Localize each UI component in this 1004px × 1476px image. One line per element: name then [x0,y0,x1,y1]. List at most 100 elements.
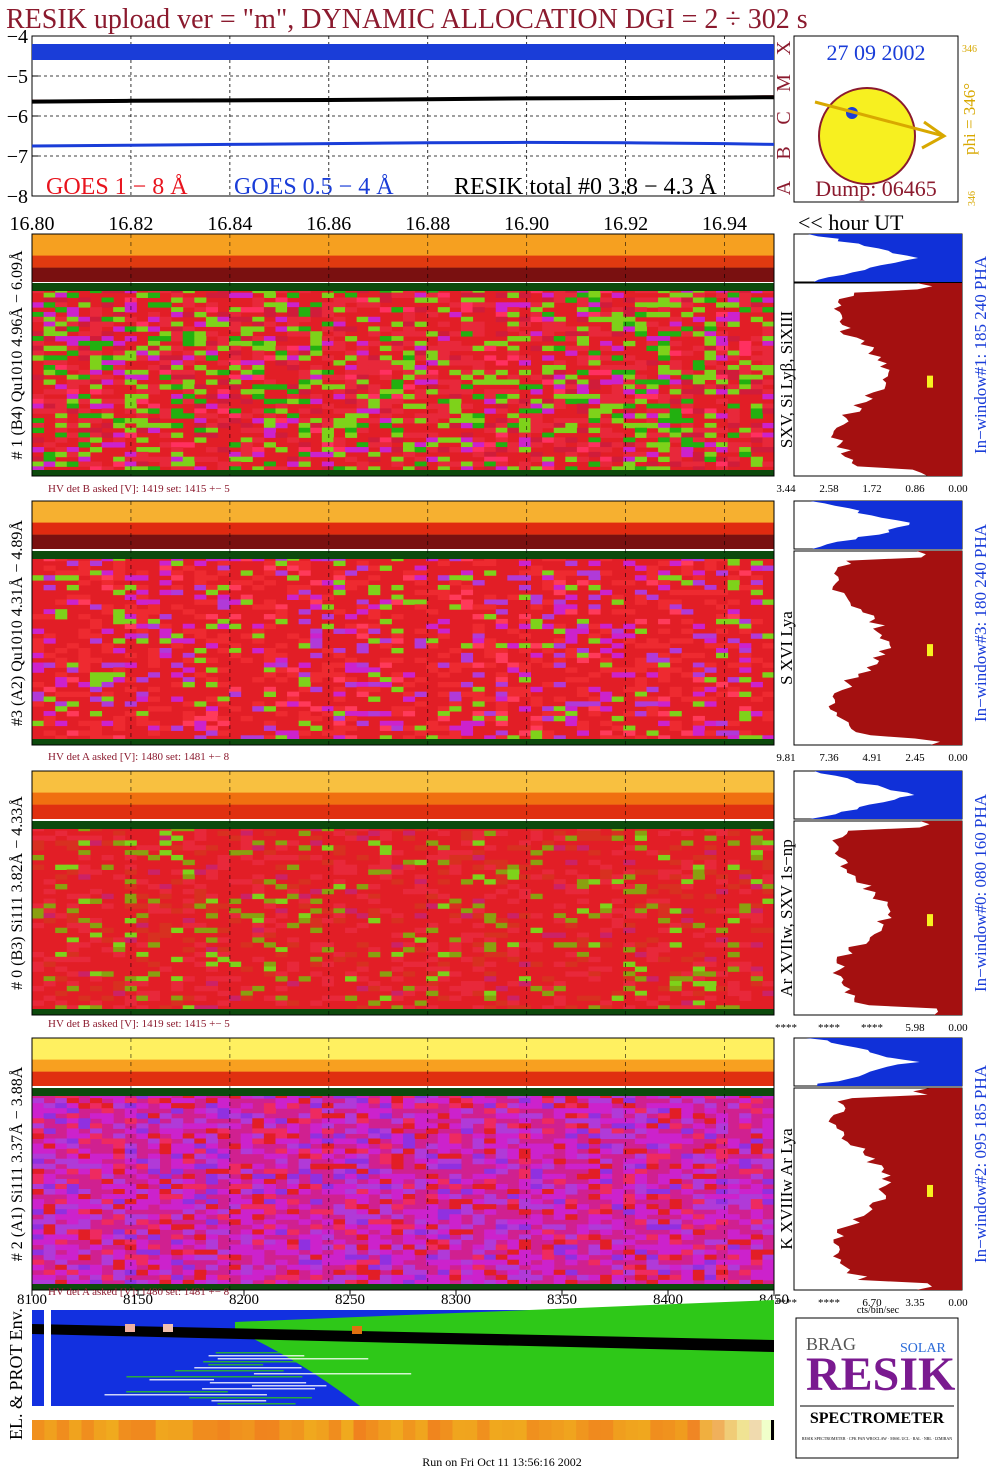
pha-tick-label: 0.86 [905,483,925,495]
heatmap-cell [194,961,207,967]
heatmap-cell [681,609,694,615]
heatmap-cell [426,292,439,298]
heatmap-cell [553,326,566,332]
heatmap-cell [658,575,671,581]
heatmap-cell [426,437,439,443]
heatmap-cell [553,715,566,722]
heatmap-cell [611,1113,624,1119]
heatmap-cell [101,691,114,697]
heatmap-cell [32,1168,45,1175]
heatmap-cell [391,995,404,1001]
heatmap-cell [472,913,485,919]
heatmap-cell [43,1103,56,1109]
heatmap-cell [437,331,450,337]
heatmap-cell [101,609,114,615]
heatmap-cell [403,990,416,997]
heatmap-cell [553,1199,566,1205]
heatmap-cell [263,560,276,567]
heatmap-cell [194,331,207,337]
heatmap-cell [55,672,68,678]
heatmap-cell [89,1158,103,1165]
heatmap-cell [263,384,276,390]
heatmap-cell [658,1005,671,1011]
heatmap-cell [576,336,589,342]
heatmap-cell [739,667,752,673]
heatmap-cell [78,379,91,385]
heatmap-cell [66,398,79,405]
heatmap-cell [252,879,265,885]
heatmap-cell [518,691,532,697]
heatmap-cell [171,422,184,429]
heatmap-cell [43,835,56,841]
heatmap-cell [113,1189,126,1195]
heatmap-cell [542,932,555,938]
heatmap-cell [762,345,775,352]
heatmap-cell [229,350,242,356]
heatmap-cell [66,389,79,395]
heatmap-cell [124,893,137,900]
heatmap-cell [379,1194,392,1200]
heatmap-cell [576,1123,589,1129]
heatmap-cell [669,437,682,443]
heatmap-cell [43,956,56,963]
heatmap-cell [495,1168,508,1175]
heatmap-cell [507,336,520,342]
heatmap-cell [750,908,763,914]
heatmap-cell [762,888,775,895]
heatmap-cell [484,447,497,453]
heatmap-cell [275,1000,288,1006]
heatmap-cell [147,854,161,861]
heatmap-cell [43,879,56,885]
heatmap-cell [669,302,682,308]
heatmap-cell [495,1163,508,1170]
heatmap-cell [368,628,381,634]
hour-axis-label: << hour UT [798,210,904,235]
heatmap-cell [588,560,601,567]
heatmap-cell [600,369,613,376]
heatmap-cell [171,451,184,458]
heatmap-cell [240,456,253,463]
heatmap-cell [495,461,508,467]
heatmap-cell [101,1199,114,1205]
heatmap-cell [136,1214,149,1220]
heatmap-cell [565,609,578,615]
heatmap-cell [263,942,276,948]
heatmap-cell [356,985,369,992]
heatmap-cell [716,927,729,934]
heatmap-cell [518,408,532,414]
heatmap-cell [611,326,624,332]
heatmap-cell [275,1173,288,1180]
heatmap-cell [727,422,740,429]
heatmap-cell [147,672,161,678]
heatmap-cell [66,1123,79,1129]
heatmap-cell [681,331,694,337]
heatmap-cell [623,845,636,851]
heatmap-cell [704,864,717,870]
heatmap-cell [553,292,566,298]
heatmap-cell [229,584,242,591]
heatmap-cell [692,976,705,982]
heatmap-cell [716,456,729,463]
heatmap-cell [611,850,624,856]
heatmap-cell [333,648,346,654]
heatmap-cell [275,297,288,303]
heatmap-cell [495,360,508,366]
heatmap-cell [576,418,589,424]
heatmap-cell [704,677,717,683]
heatmap-cell [171,835,184,841]
heatmap-cell [78,432,91,438]
heatmap-cell [345,1148,358,1155]
heatmap-cell [716,985,729,992]
heatmap-cell [507,350,520,356]
heatmap-cell [658,672,671,678]
heatmap-cell [287,307,300,313]
heatmap-cell [414,321,427,327]
heatmap-cell [345,971,358,977]
heatmap-cell [310,336,323,342]
heatmap-cell [669,638,682,644]
heatmap-cell [55,461,68,467]
heatmap-cell [136,384,149,390]
heatmap-cell [263,311,276,318]
heatmap-cell [147,326,161,332]
heatmap-cell [310,908,323,914]
